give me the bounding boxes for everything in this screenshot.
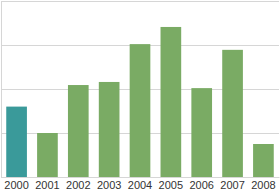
- bar: [253, 144, 274, 177]
- plot: 2000 2001 2002 2003 2004 2005 2006 2007 2008: [1, 2, 280, 191]
- x-tick: 2001: [35, 177, 59, 191]
- bar: [130, 44, 151, 177]
- x-tick-label: 2000: [4, 179, 28, 191]
- x-tick-label: 2008: [251, 179, 275, 191]
- y-tick: [1, 1, 279, 2]
- x-tick: 2006: [189, 177, 213, 191]
- x-tick-label: 2004: [128, 179, 152, 191]
- x-axis: 2000 2001 2002 2003 2004 2005 2006 2007 2008: [2, 177, 280, 191]
- bar: [37, 133, 58, 177]
- x-tick: 2002: [66, 177, 90, 191]
- bar: [191, 88, 212, 177]
- bar: [161, 27, 182, 177]
- x-tick-label: 2006: [189, 179, 213, 191]
- x-tick: 2000: [4, 177, 28, 191]
- bar: [6, 107, 27, 177]
- x-tick-label: 2002: [66, 179, 90, 191]
- x-tick-label: 2003: [97, 179, 121, 191]
- x-tick: 2007: [220, 177, 244, 191]
- x-tick: 2003: [97, 177, 121, 191]
- bar: [68, 85, 89, 177]
- y-axis-line: [2, 2, 280, 178]
- x-tick: 2004: [128, 177, 152, 191]
- y-axis: [1, 2, 279, 178]
- chart: 2000 2001 2002 2003 2004 2005 2006 2007 2008: [0, 0, 280, 195]
- x-tick-label: 2001: [35, 179, 59, 191]
- x-tick: 2005: [159, 177, 183, 191]
- x-tick: 2008: [251, 177, 275, 191]
- x-tick-label: 2007: [220, 179, 244, 191]
- x-tick-label: 2005: [159, 179, 183, 191]
- bar: [222, 50, 243, 177]
- bar: [99, 82, 120, 177]
- bars: [6, 27, 274, 177]
- grid-line: [1, 1, 279, 2]
